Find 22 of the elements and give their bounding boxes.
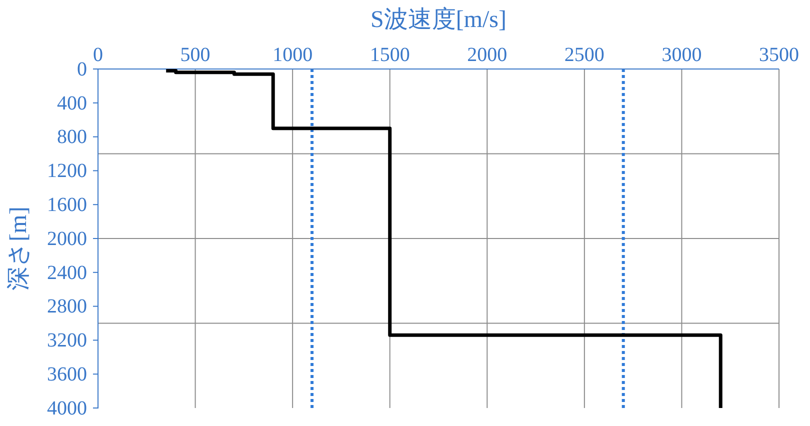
y-tick-label: 3200: [47, 330, 87, 352]
y-tick-label: 1600: [47, 194, 87, 216]
y-tick-label: 0: [77, 58, 87, 80]
x-tick-label: 2500: [564, 44, 604, 66]
x-tick-label: 0: [93, 44, 103, 66]
y-tick-label: 2400: [47, 262, 87, 284]
y-tick-label: 3600: [47, 364, 87, 386]
x-tick-label: 1000: [272, 44, 313, 66]
y-tick-label: 2000: [47, 228, 87, 250]
line-series: [164, 68, 722, 410]
x-axis-title: S波速度[m/s]: [370, 6, 507, 33]
y-tick-label: 2800: [47, 296, 87, 318]
y-tick-label: 1200: [47, 160, 87, 182]
y-tick-label: 800: [57, 126, 87, 148]
x-tick-label: 1500: [370, 44, 410, 66]
y-tick-label: 4000: [47, 397, 87, 420]
y-tick-label: 400: [57, 92, 87, 114]
x-tick-label: 500: [180, 44, 210, 66]
x-tick-label: 3500: [759, 44, 799, 66]
x-tick-label: 2000: [467, 44, 508, 66]
x-tick-label: 3000: [662, 44, 702, 66]
y-axis-title: 深さ[m]: [6, 206, 32, 290]
